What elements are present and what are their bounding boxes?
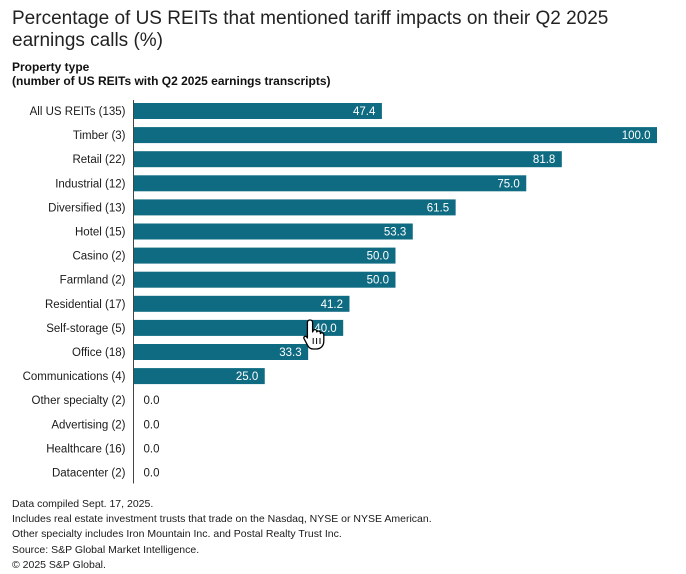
category-label: Office (18) xyxy=(72,347,126,359)
category-label: Healthcare (16) xyxy=(46,443,125,455)
footnote-copyright: © 2025 S&P Global. xyxy=(12,558,106,571)
data-label: 0.0 xyxy=(144,443,160,455)
category-label: Timber (3) xyxy=(73,130,126,142)
footnote-scope: Includes real estate investment trusts t… xyxy=(12,513,432,526)
category-label: Farmland (2) xyxy=(60,275,126,287)
data-label: 61.5 xyxy=(427,202,449,214)
data-label: 0.0 xyxy=(144,419,160,431)
category-label: Hotel (15) xyxy=(75,227,126,239)
data-label: 100.0 xyxy=(622,130,651,142)
category-label: Residential (17) xyxy=(45,299,126,311)
data-label: 0.0 xyxy=(144,468,160,480)
footnotes: Data compiled Sept. 17, 2025. Includes r… xyxy=(12,497,652,573)
bar xyxy=(134,319,344,336)
footnote-date: Data compiled Sept. 17, 2025. xyxy=(12,498,154,510)
bar xyxy=(134,295,350,312)
category-label: Diversified (13) xyxy=(48,202,125,214)
bar-chart: All US REITs (135) 47.4 Timber (3) 100.0 Ret… xyxy=(23,100,657,484)
category-label: All US REITs (135) xyxy=(30,106,126,118)
bar xyxy=(134,271,396,288)
hand-cursor-icon xyxy=(303,319,325,350)
bar xyxy=(134,103,382,119)
bar xyxy=(134,151,562,168)
chart-title: Percentage of US REITs that mentioned ta… xyxy=(12,8,609,51)
category-label: Communications (4) xyxy=(23,371,126,383)
data-label: 50.0 xyxy=(367,251,389,263)
data-label: 41.2 xyxy=(321,299,343,311)
data-label: 33.3 xyxy=(279,347,301,359)
bar xyxy=(134,344,309,360)
category-label: Advertising (2) xyxy=(51,419,125,431)
data-label: 53.3 xyxy=(384,227,406,239)
data-label: 25.0 xyxy=(236,371,258,383)
bar xyxy=(134,175,527,192)
bar xyxy=(134,247,396,264)
category-label: Datacenter (2) xyxy=(52,468,126,480)
bar xyxy=(134,199,456,216)
data-label: 0.0 xyxy=(144,395,160,407)
category-label: Casino (2) xyxy=(72,251,125,263)
category-label: Self-storage (5) xyxy=(46,323,125,335)
axis-subtitle-line1: Property type xyxy=(12,60,90,74)
category-label: Industrial (12) xyxy=(55,178,125,190)
bar xyxy=(134,368,265,385)
footnote-source: Source: S&P Global Market Intelligence. xyxy=(12,543,200,556)
data-label: 47.4 xyxy=(353,106,376,118)
bar xyxy=(134,127,657,144)
axis-subtitle: Property type (number of US REITs with Q… xyxy=(12,60,612,88)
bar xyxy=(134,223,413,240)
category-label: Other specialty (2) xyxy=(32,395,126,407)
data-label: 75.0 xyxy=(497,178,519,190)
data-label: 50.0 xyxy=(367,275,389,287)
footnote-other-specialty: Other specialty includes Iron Mountain I… xyxy=(12,528,342,541)
category-label: Retail (22) xyxy=(72,154,125,166)
axis-subtitle-line2: (number of US REITs with Q2 2025 earning… xyxy=(12,74,331,88)
data-label: 81.8 xyxy=(533,154,555,166)
